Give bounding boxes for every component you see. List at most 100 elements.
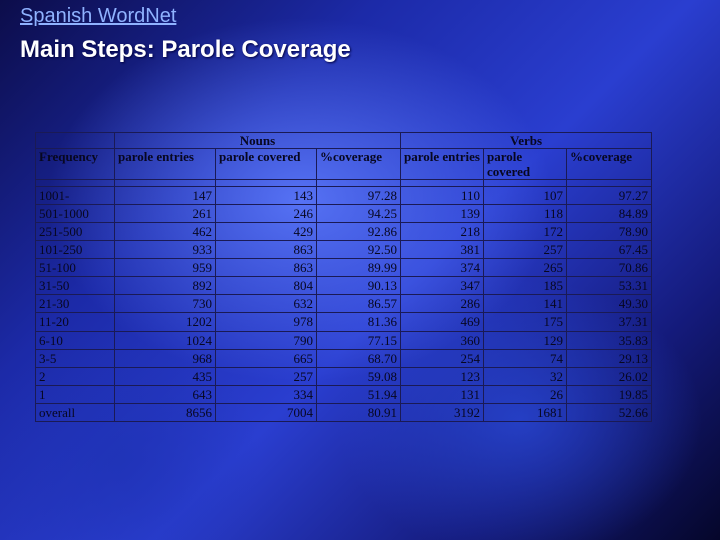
verbs-group-header: Verbs — [399, 132, 653, 149]
noun-entries-cell: 147 — [114, 185, 216, 206]
table-row-overall: overall 8656 7004 80.91 3192 1681 52.66 — [35, 402, 653, 423]
verb-coverage-cell: 19.85 — [565, 384, 653, 404]
spacer-cell — [114, 179, 216, 187]
verb-entries-cell: 347 — [400, 276, 484, 296]
verb-coverage-cell: 37.31 — [565, 312, 653, 332]
noun-entries-cell: 730 — [114, 294, 216, 314]
spacer-cell — [35, 179, 115, 187]
spacer-cell — [215, 179, 317, 187]
noun-coverage-cell: 51.94 — [316, 384, 401, 404]
frequency-cell: 51-100 — [35, 258, 115, 278]
nouns-group-header: Nouns — [114, 132, 401, 149]
noun-covered-cell: 804 — [215, 276, 317, 296]
noun-coverage-cell: 81.36 — [316, 312, 401, 332]
group-header-row: Nouns Verbs — [35, 132, 653, 149]
table-row: 6-10 1024 790 77.15 360 129 35.83 — [35, 330, 653, 350]
table-row: 3-5 968 665 68.70 254 74 29.13 — [35, 348, 653, 368]
noun-coverage-cell: 86.57 — [316, 294, 401, 314]
noun-entries-cell: 959 — [114, 258, 216, 278]
table-row: 31-50 892 804 90.13 347 185 53.31 — [35, 276, 653, 296]
page-title: Main Steps: Parole Coverage — [20, 36, 351, 63]
noun-covered-cell: 790 — [215, 330, 317, 350]
table-row: 501-1000 261 246 94.25 139 118 84.89 — [35, 204, 653, 224]
spacer-cell — [400, 179, 484, 187]
noun-entries-cell: 8656 — [114, 402, 216, 423]
noun-coverage-cell: 59.08 — [316, 366, 401, 386]
spanish-wordnet-link[interactable]: Spanish WordNet — [20, 5, 177, 27]
frequency-group-blank — [35, 132, 115, 149]
noun-coverage-cell: 80.91 — [316, 402, 401, 423]
verb-entries-cell: 139 — [400, 204, 484, 224]
noun-coverage-cell: 90.13 — [316, 276, 401, 296]
frequency-cell: 101-250 — [35, 240, 115, 260]
noun-covered-cell: 632 — [215, 294, 317, 314]
verb-entries-cell: 131 — [400, 384, 484, 404]
noun-coverage-cell: 97.28 — [316, 185, 401, 206]
verb-entries-cell: 286 — [400, 294, 484, 314]
verb-coverage-cell: 52.66 — [565, 402, 653, 423]
verb-covered-cell: 185 — [483, 276, 567, 296]
verb-covered-column-header: parole covered — [483, 148, 567, 180]
noun-covered-cell: 863 — [215, 240, 317, 260]
frequency-cell: 11-20 — [35, 312, 115, 332]
noun-covered-cell: 246 — [215, 204, 317, 224]
noun-covered-cell: 429 — [215, 222, 317, 242]
verb-coverage-cell: 53.31 — [565, 276, 653, 296]
verb-coverage-cell: 70.86 — [565, 258, 653, 278]
verb-covered-cell: 175 — [483, 312, 567, 332]
verb-entries-cell: 254 — [400, 348, 484, 368]
verb-covered-cell: 107 — [483, 185, 567, 206]
verb-coverage-cell: 35.83 — [565, 330, 653, 350]
noun-coverage-cell: 89.99 — [316, 258, 401, 278]
frequency-cell: 1001- — [35, 185, 115, 206]
frequency-cell: 21-30 — [35, 294, 115, 314]
verb-coverage-cell: 97.27 — [565, 185, 653, 206]
noun-coverage-cell: 77.15 — [316, 330, 401, 350]
noun-coverage-cell: 94.25 — [316, 204, 401, 224]
noun-entries-cell: 643 — [114, 384, 216, 404]
noun-entries-cell: 261 — [114, 204, 216, 224]
table-row: 21-30 730 632 86.57 286 141 49.30 — [35, 294, 653, 314]
verb-entries-cell: 360 — [400, 330, 484, 350]
verb-covered-cell: 129 — [483, 330, 567, 350]
noun-entries-cell: 892 — [114, 276, 216, 296]
noun-coverage-cell: 92.86 — [316, 222, 401, 242]
verb-covered-cell: 118 — [483, 204, 567, 224]
verb-entries-column-header: parole entries — [400, 148, 484, 180]
frequency-cell: 6-10 — [35, 330, 115, 350]
spacer-cell — [316, 179, 401, 187]
verb-entries-cell: 381 — [400, 240, 484, 260]
verb-coverage-cell: 78.90 — [565, 222, 653, 242]
frequency-cell: overall — [35, 402, 115, 423]
verb-covered-cell: 74 — [483, 348, 567, 368]
verb-coverage-cell: 49.30 — [565, 294, 653, 314]
noun-covered-cell: 978 — [215, 312, 317, 332]
table-row: 11-20 1202 978 81.36 469 175 37.31 — [35, 312, 653, 332]
table-row: 101-250 933 863 92.50 381 257 67.45 — [35, 240, 653, 260]
verb-covered-cell: 32 — [483, 366, 567, 386]
noun-coverage-cell: 92.50 — [316, 240, 401, 260]
frequency-cell: 2 — [35, 366, 115, 386]
column-header-row: Frequency parole entries parole covered … — [35, 148, 653, 180]
table-row: 1 643 334 51.94 131 26 19.85 — [35, 384, 653, 404]
frequency-cell: 251-500 — [35, 222, 115, 242]
table-row: 2 435 257 59.08 123 32 26.02 — [35, 366, 653, 386]
verb-entries-cell: 110 — [400, 185, 484, 206]
verb-covered-cell: 172 — [483, 222, 567, 242]
verb-entries-cell: 469 — [400, 312, 484, 332]
noun-entries-cell: 933 — [114, 240, 216, 260]
verb-entries-cell: 374 — [400, 258, 484, 278]
table-row: 1001- 147 143 97.28 110 107 97.27 — [35, 185, 653, 206]
noun-entries-cell: 1202 — [114, 312, 216, 332]
noun-covered-cell: 665 — [215, 348, 317, 368]
frequency-cell: 501-1000 — [35, 204, 115, 224]
frequency-cell: 31-50 — [35, 276, 115, 296]
verb-entries-cell: 3192 — [400, 402, 484, 423]
verb-coverage-cell: 26.02 — [565, 366, 653, 386]
verb-entries-cell: 123 — [400, 366, 484, 386]
noun-covered-cell: 143 — [215, 185, 317, 206]
noun-covered-column-header: parole covered — [215, 148, 317, 180]
header-spacer-row — [35, 179, 653, 187]
verb-covered-cell: 26 — [483, 384, 567, 404]
noun-covered-cell: 863 — [215, 258, 317, 278]
